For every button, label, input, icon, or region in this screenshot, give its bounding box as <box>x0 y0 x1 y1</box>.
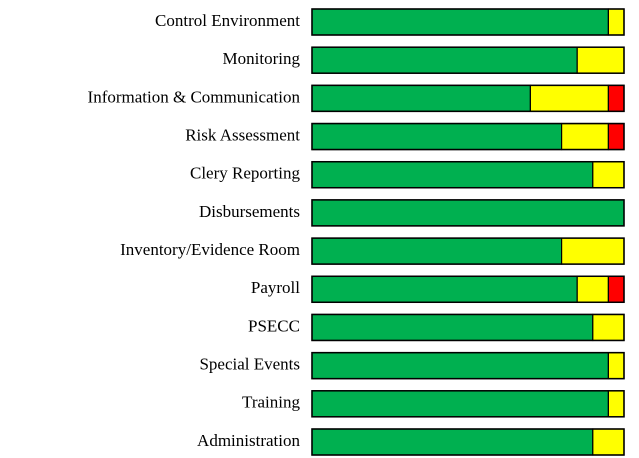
bar-outline <box>311 237 625 265</box>
bar-segment <box>311 84 531 112</box>
bar-segment <box>311 313 594 342</box>
category-label: Inventory/Evidence Room <box>120 240 300 259</box>
category-label: Monitoring <box>223 49 301 68</box>
bar-segment <box>607 275 625 303</box>
bar-segment <box>311 390 609 418</box>
bar-segment <box>576 46 625 74</box>
category-label: Clery Reporting <box>190 164 301 183</box>
bar-segment <box>311 428 594 456</box>
bar-segment <box>592 428 625 456</box>
category-label: Control Environment <box>155 11 300 30</box>
bar-outline <box>311 160 625 189</box>
bar-outline <box>311 390 625 418</box>
category-label: Administration <box>197 431 300 450</box>
category-label: PSECC <box>248 316 300 335</box>
bar-segment <box>560 122 609 151</box>
bar-segment <box>607 390 625 418</box>
bar-outline <box>311 84 625 113</box>
category-label: Disbursements <box>199 202 300 221</box>
bar-outline <box>311 122 625 151</box>
bar-segment <box>607 122 625 151</box>
category-label: Risk Assessment <box>185 125 300 144</box>
bar-outline <box>311 8 625 36</box>
category-label: Training <box>242 393 300 412</box>
bar-segment <box>311 122 563 151</box>
category-label: Information & Communication <box>88 87 301 106</box>
bar-segment <box>576 275 610 303</box>
bar-segment <box>529 84 610 112</box>
bar-segment <box>311 46 578 74</box>
bar-outline <box>311 199 625 227</box>
bar-outline <box>311 275 625 304</box>
bar-segment <box>607 84 625 112</box>
bar-segment <box>607 8 625 36</box>
bar-segment <box>311 161 594 189</box>
bar-segment <box>311 275 578 303</box>
category-label: Payroll <box>251 278 300 297</box>
bar-outline <box>311 428 625 456</box>
bar-segment <box>607 352 625 380</box>
bar-segment <box>311 352 609 380</box>
bar-outline <box>311 313 625 342</box>
category-label: Special Events <box>199 355 300 374</box>
bar-segment <box>311 8 609 36</box>
bar-segment <box>592 313 625 342</box>
bar-outline <box>311 351 625 380</box>
bar-segment <box>560 237 625 265</box>
bar-segment <box>592 161 625 189</box>
bar-outline <box>311 46 625 74</box>
bar-segment <box>311 237 563 265</box>
bar-segment <box>311 199 625 227</box>
